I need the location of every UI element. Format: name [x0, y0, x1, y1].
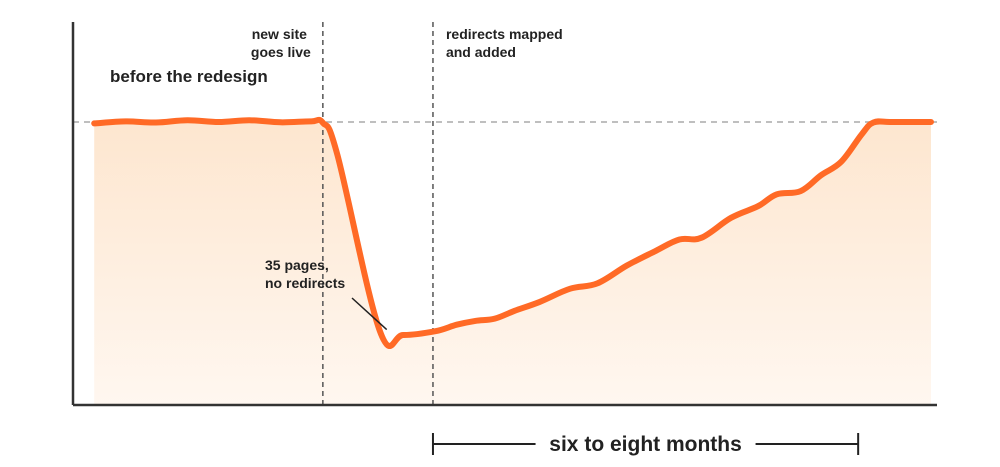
new-site-live-label: new site goes live: [251, 26, 311, 60]
traffic-area-fill: [94, 119, 931, 405]
event-lines: [322, 22, 434, 405]
traffic-line: [91, 116, 934, 349]
redirects-added-label-line2: and added: [446, 44, 516, 60]
duration-bracket: six to eight months: [431, 433, 860, 456]
new-site-live-label-line1: new site: [252, 26, 307, 42]
no-redirects-callout-line2: no redirects: [265, 275, 345, 291]
redirects-added-label-line1: redirects mapped: [446, 26, 563, 42]
no-redirects-callout: 35 pages, no redirects: [265, 257, 345, 291]
new-site-live-label-line2: goes live: [251, 44, 311, 60]
annotations: before the redesign new site goes live r…: [110, 26, 567, 331]
no-redirects-callout-line1: 35 pages,: [265, 257, 329, 273]
duration-label: six to eight months: [549, 433, 742, 456]
before-redesign-label: before the redesign: [110, 67, 268, 86]
callout-leader-line: [351, 297, 388, 331]
redirects-added-label: redirects mapped and added: [446, 26, 567, 60]
